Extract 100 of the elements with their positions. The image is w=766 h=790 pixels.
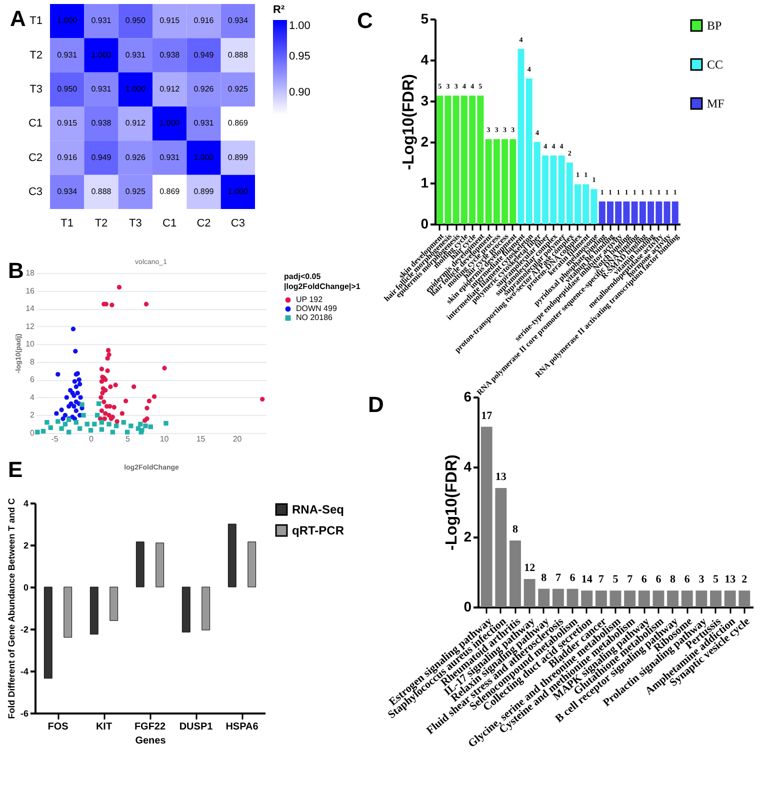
y-tick-label: 5: [420, 10, 429, 26]
y-tick-label: 18: [26, 268, 36, 278]
legend-label: qRT-PCR: [292, 524, 344, 538]
y-tick-label: 10: [26, 340, 36, 349]
point: [110, 430, 116, 434]
y-tick-label: T2: [30, 49, 42, 62]
point: [74, 408, 79, 414]
annotation: 17: [481, 410, 493, 422]
legend-label: MF: [707, 96, 725, 110]
annotation: 7: [555, 572, 562, 584]
point: [144, 406, 150, 410]
annotation: 5: [713, 574, 720, 586]
point: [103, 388, 108, 393]
data-label: 0.899: [228, 152, 248, 162]
bar: [681, 590, 693, 607]
annotation: 6: [641, 574, 648, 586]
bar: [228, 524, 236, 588]
annotation: 8: [670, 574, 676, 586]
annotation: 8: [541, 572, 548, 584]
x-tick-label: KIT: [96, 722, 112, 732]
color-bar-label: 0.95: [289, 50, 310, 62]
data-label: 0.938: [160, 50, 180, 60]
chart-title: B: [8, 258, 24, 284]
point: [99, 366, 104, 372]
point: [102, 400, 106, 404]
y-tick-label: 3: [420, 92, 429, 108]
point: [99, 408, 104, 414]
point: [77, 426, 82, 431]
point: [146, 398, 152, 404]
point: [59, 408, 64, 412]
x-tick-label: 0: [89, 434, 94, 444]
point: [99, 379, 104, 384]
data-label: 0.888: [228, 50, 248, 60]
y-tick-label: 14: [26, 304, 36, 314]
point: [105, 356, 110, 361]
data-label: 0.916: [57, 152, 78, 162]
bar: [581, 590, 593, 607]
y-tick-label: C3: [28, 186, 42, 198]
bar: [110, 586, 118, 621]
point: [54, 411, 59, 416]
y-axis-title: -Log10(FDR): [444, 454, 461, 550]
bar: [518, 48, 524, 224]
y-tick-label: -6: [20, 708, 28, 718]
point: [144, 302, 149, 306]
y-tick-label: 2: [23, 540, 28, 550]
annotation: 13: [724, 574, 736, 586]
data-label: 0.949: [194, 50, 214, 60]
bar: [44, 586, 52, 679]
y-tick-label: 2: [464, 528, 472, 544]
point: [100, 390, 105, 396]
bar: [652, 590, 664, 607]
point: [70, 326, 76, 332]
color-bar-label: 0.90: [289, 86, 310, 99]
y-tick-label: 16: [26, 286, 36, 296]
data-label: 0.869: [160, 186, 180, 196]
data-label: 0.931: [91, 16, 112, 26]
point: [99, 427, 104, 432]
x-axis-title: Genes: [135, 736, 166, 746]
data-label: 0.888: [91, 186, 112, 196]
point: [116, 284, 122, 290]
bar: [495, 488, 507, 607]
point: [113, 382, 118, 388]
data-label: 0.926: [194, 84, 214, 94]
legend-label: DOWN 499: [296, 304, 338, 313]
chart-title: D: [368, 392, 384, 418]
x-tick-label: C1: [162, 218, 177, 230]
x-tick-label: FOS: [48, 722, 69, 732]
x-tick-label: T3: [128, 218, 142, 230]
y-tick-label: 4: [420, 52, 429, 68]
x-tick-label: C2: [196, 218, 211, 230]
bar: [64, 586, 72, 638]
data-label: 0.931: [91, 84, 112, 94]
data-label: 1.000: [125, 84, 146, 94]
color-bar-label: 1.00: [289, 20, 310, 32]
x-tick-label: 20: [232, 434, 242, 444]
annotation: 7: [627, 574, 634, 586]
y-tick-label: 0: [464, 598, 472, 614]
point: [152, 394, 157, 399]
annotation: 6: [684, 574, 690, 586]
y-tick-label: 1: [420, 174, 429, 190]
data-label: 0.899: [194, 186, 214, 196]
annotation: 6: [656, 574, 662, 586]
bar: [624, 590, 636, 607]
annotation: 13: [495, 471, 507, 483]
point: [121, 420, 126, 425]
y-tick-label: -4: [20, 666, 28, 676]
chart-title: E: [8, 457, 23, 483]
bar: [738, 590, 750, 607]
point: [123, 398, 128, 404]
point: [106, 422, 112, 426]
bar: [538, 588, 550, 607]
chart-title: C: [357, 8, 373, 34]
x-tick-label: 15: [196, 434, 206, 444]
point: [72, 379, 78, 384]
point: [114, 419, 120, 424]
point: [60, 416, 66, 422]
y-tick-label: T3: [30, 83, 42, 96]
annotation: 8: [512, 524, 518, 536]
bar: [510, 540, 521, 607]
point: [98, 395, 104, 400]
